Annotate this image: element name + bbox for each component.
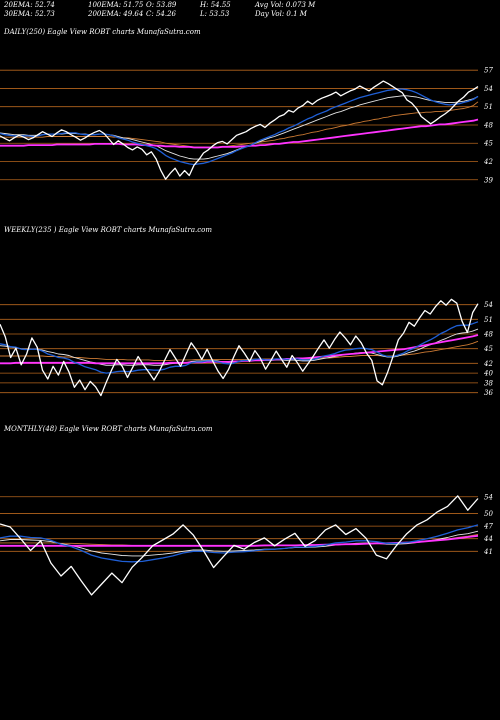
weekly-level-label: 36 <box>484 389 493 397</box>
monthly-chart: 54 50 47 44 41 <box>0 493 493 596</box>
monthly-ema200-line <box>0 534 479 547</box>
monthly-chart-title: MONTHLY(48) Eagle View ROBT charts Munaf… <box>4 425 213 433</box>
weekly-ema100-line <box>0 340 479 361</box>
daily-level-label: 45 <box>483 140 493 148</box>
daily-level-label: 42 <box>483 158 493 166</box>
weekly-level-label: 40 <box>483 370 493 378</box>
daily-ema100-line <box>0 101 479 148</box>
monthly-level-label: 47 <box>483 523 493 531</box>
header-day-vol: Day Vol: 0.1 M <box>255 10 307 18</box>
daily-chart: 57 54 51 48 45 42 39 <box>0 67 493 184</box>
weekly-chart-title: WEEKLY(235 ) Eagle View ROBT charts Muna… <box>4 226 213 234</box>
header-high: H: 54.55 <box>200 1 231 9</box>
weekly-level-label: 45 <box>483 345 493 353</box>
header-ema100: 100EMA: 51.75 <box>88 1 144 9</box>
monthly-level-label: 44 <box>483 535 493 543</box>
daily-level-label: 51 <box>484 103 493 111</box>
header-low: L: 53.53 <box>200 10 230 18</box>
daily-level-label: 54 <box>484 85 493 93</box>
weekly-ema20-line <box>0 321 479 374</box>
weekly-level-label: 42 <box>483 360 493 368</box>
daily-ema200-line <box>0 118 479 149</box>
header-ema20: 20EMA: 52.74 <box>4 1 55 9</box>
weekly-level-label: 48 <box>483 331 493 339</box>
header-avg-vol: Avg Vol: 0.073 M <box>255 1 316 9</box>
header-ema200: 200EMA: 49.64 <box>88 10 144 18</box>
weekly-level-label: 54 <box>484 301 493 309</box>
monthly-level-label: 41 <box>483 548 493 556</box>
weekly-level-label: 38 <box>484 379 493 387</box>
monthly-price-line <box>0 495 479 596</box>
header-open: O: 53.89 <box>146 1 177 9</box>
header-close: C: 54.26 <box>146 10 176 18</box>
monthly-level-label: 54 <box>484 493 493 501</box>
daily-chart-title: DAILY(250) Eagle View ROBT charts Munafa… <box>4 28 201 36</box>
daily-level-label: 57 <box>484 67 493 75</box>
weekly-price-line <box>0 298 479 397</box>
daily-level-label: 39 <box>484 176 493 184</box>
weekly-level-label: 51 <box>484 316 493 324</box>
header-ema30: 30EMA: 52.73 <box>4 10 55 18</box>
daily-level-label: 48 <box>483 121 493 129</box>
daily-price-line <box>0 80 479 180</box>
daily-ema20-line <box>0 88 479 166</box>
monthly-level-label: 50 <box>484 510 493 518</box>
